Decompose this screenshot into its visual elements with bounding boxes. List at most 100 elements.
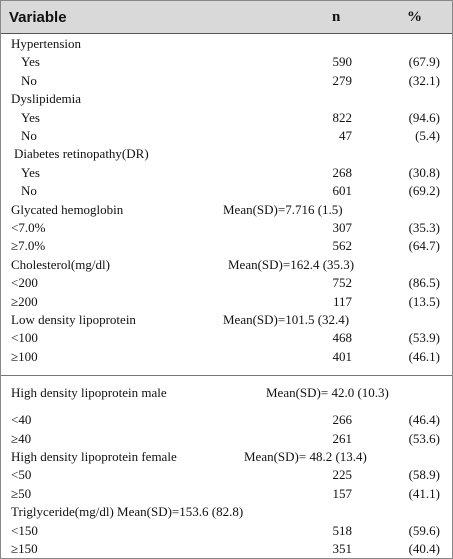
- table-row: No 47 (5.4): [1, 127, 452, 145]
- row-label: ≥200: [11, 294, 38, 309]
- table-row: ≥150 351 (40.4): [1, 540, 452, 558]
- row-label: Triglyceride(mg/dl) Mean(SD)=153.6 (82.8…: [11, 504, 244, 519]
- table-row: <7.0% 307 (35.3): [1, 219, 452, 237]
- table-row: Hypertension: [1, 35, 452, 53]
- row-label: High density lipoprotein male: [11, 385, 167, 400]
- row-n: 266: [332, 412, 353, 427]
- table-row: ≥100 401 (46.1): [1, 348, 452, 366]
- table-row: <40 266 (46.4): [1, 411, 452, 429]
- row-percent: (67.9): [408, 54, 440, 69]
- row-label: ≥100: [11, 349, 38, 364]
- row-label: High density lipoprotein female: [11, 449, 177, 464]
- table-row: Glycated hemoglobin Mean(SD)=7.716 (1.5): [1, 201, 452, 219]
- row-percent: (41.1): [408, 486, 440, 501]
- row-n: 468: [332, 330, 353, 345]
- table-row: Yes 268 (30.8): [1, 164, 452, 182]
- row-label: No: [21, 73, 37, 88]
- row-label: No: [21, 128, 37, 143]
- row-label: ≥50: [11, 486, 32, 501]
- row-percent: (94.6): [408, 110, 440, 125]
- table-row: High density lipoprotein female Mean(SD)=…: [1, 448, 452, 466]
- row-label: Yes: [21, 54, 40, 69]
- row-label: No: [21, 183, 37, 198]
- header-n: n: [332, 9, 341, 25]
- table-header: Variable n %: [1, 1, 452, 34]
- table-row: <200 752 (86.5): [1, 274, 452, 292]
- row-percent: (35.3): [408, 220, 440, 235]
- row-percent: (46.4): [408, 412, 440, 427]
- row-n: 752: [332, 275, 353, 290]
- row-percent: (32.1): [408, 73, 440, 88]
- row-label: <7.0%: [11, 220, 46, 235]
- row-percent: (13.5): [408, 294, 440, 309]
- table-row: <50 225 (58.9): [1, 466, 452, 484]
- row-label: <100: [11, 330, 38, 345]
- table-row: Yes 590 (67.9): [1, 53, 452, 71]
- row-percent: (5.4): [415, 128, 440, 143]
- table-row: <150 518 (59.6): [1, 522, 452, 540]
- row-n: 157: [332, 486, 353, 501]
- row-percent: (30.8): [408, 165, 440, 180]
- table-row: Cholesterol(mg/dl) Mean(SD)=162.4 (35.3): [1, 256, 452, 274]
- row-n: 279: [332, 73, 353, 88]
- row-label: <200: [11, 275, 38, 290]
- header-percent: %: [407, 9, 422, 25]
- section-divider: [1, 375, 452, 377]
- table-row: ≥50 157 (41.1): [1, 485, 452, 503]
- header-variable: Variable: [9, 9, 67, 26]
- table-row: No 279 (32.1): [1, 72, 452, 90]
- table-row: Yes 822 (94.6): [1, 109, 452, 127]
- row-n: 225: [332, 467, 353, 482]
- table-row: ≥7.0% 562 (64.7): [1, 237, 452, 255]
- row-n: 590: [332, 54, 353, 69]
- table-row: <100 468 (53.9): [1, 329, 452, 347]
- table-row: Dyslipidemia: [1, 90, 452, 108]
- row-label: Hypertension: [11, 36, 82, 51]
- row-label: Low density lipoprotein: [11, 312, 136, 327]
- row-n: 518: [332, 523, 353, 538]
- row-n: 47: [339, 128, 352, 143]
- row-n: 351: [332, 541, 353, 556]
- row-label: Glycated hemoglobin: [11, 202, 124, 217]
- row-n: 562: [332, 238, 353, 253]
- row-percent: (59.6): [408, 523, 440, 538]
- row-n: 307: [332, 220, 353, 235]
- table-row: High density lipoprotein male Mean(SD)= 4…: [1, 384, 452, 402]
- row-mean: Mean(SD)= 42.0 (10.3): [266, 385, 389, 400]
- row-n: 822: [332, 110, 353, 125]
- row-n: 261: [332, 431, 353, 446]
- row-label: Cholesterol(mg/dl): [11, 257, 110, 272]
- row-n: 268: [332, 165, 353, 180]
- row-mean: Mean(SD)=101.5 (32.4): [223, 312, 350, 327]
- row-percent: (46.1): [408, 349, 440, 364]
- table-row: Diabetes retinopathy(DR): [1, 145, 452, 163]
- row-label: Yes: [21, 165, 40, 180]
- table-row: Triglyceride(mg/dl) Mean(SD)=153.6 (82.8…: [1, 503, 452, 521]
- row-label: <50: [11, 467, 32, 482]
- row-label: Diabetes retinopathy(DR): [14, 146, 149, 161]
- row-n: 601: [332, 183, 353, 198]
- row-percent: (86.5): [408, 275, 440, 290]
- row-n: 117: [332, 294, 352, 309]
- table-row: ≥200 117 (13.5): [1, 293, 452, 311]
- row-percent: (69.2): [408, 183, 440, 198]
- row-label: ≥7.0%: [11, 238, 46, 253]
- row-label: <150: [11, 523, 38, 538]
- row-label: <40: [11, 412, 32, 427]
- row-mean: Mean(SD)=7.716 (1.5): [223, 202, 343, 217]
- row-mean: Mean(SD)= 48.2 (13.4): [244, 449, 367, 464]
- row-label: ≥40: [11, 431, 32, 446]
- row-label: ≥150: [11, 541, 38, 556]
- row-label: Dyslipidemia: [11, 91, 82, 106]
- row-percent: (53.6): [408, 431, 440, 446]
- row-percent: (64.7): [408, 238, 440, 253]
- row-percent: (40.4): [408, 541, 440, 556]
- row-mean: Mean(SD)=162.4 (35.3): [228, 257, 355, 272]
- row-label: Yes: [21, 110, 40, 125]
- table-row: Low density lipoprotein Mean(SD)=101.5 (3…: [1, 311, 452, 329]
- table-row: No 601 (69.2): [1, 182, 452, 200]
- table-row: ≥40 261 (53.6): [1, 430, 452, 448]
- row-percent: (53.9): [408, 330, 440, 345]
- row-percent: (58.9): [408, 467, 440, 482]
